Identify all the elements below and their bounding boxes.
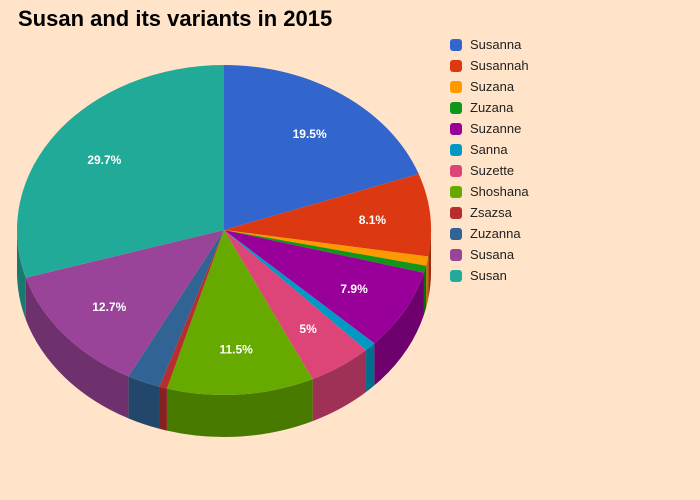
slice-label-suzanne: 7.9% bbox=[340, 282, 368, 296]
slice-label-susana: 12.7% bbox=[92, 300, 126, 314]
legend-item-susanna[interactable]: Susanna bbox=[450, 34, 529, 55]
legend-label: Sanna bbox=[470, 142, 508, 157]
legend-swatch bbox=[450, 143, 462, 156]
pie-slices bbox=[17, 65, 431, 395]
slice-susanna[interactable] bbox=[224, 65, 419, 230]
slice-label-susanna: 19.5% bbox=[293, 127, 327, 141]
legend-swatch bbox=[450, 101, 462, 114]
slice-suzanne[interactable] bbox=[224, 230, 424, 344]
slice-side-suzette bbox=[312, 350, 367, 422]
legend-swatch bbox=[450, 164, 462, 177]
legend-label: Susanna bbox=[470, 37, 522, 52]
legend-swatch bbox=[450, 248, 462, 261]
slice-side-zuzana bbox=[423, 265, 427, 315]
legend: Susanna Susannah Suzana Zuzana Suzanne Sanna S… bbox=[450, 34, 529, 286]
legend-label: Suzanne bbox=[470, 121, 522, 136]
slice-side-susannah bbox=[428, 230, 431, 299]
legend-label: Susannah bbox=[470, 58, 529, 73]
legend-item-susana[interactable]: Susana bbox=[450, 244, 529, 265]
slice-zuzanna[interactable] bbox=[128, 230, 224, 387]
slice-side-shoshana bbox=[166, 379, 313, 437]
chart-title: Susan and its variants in 2015 bbox=[18, 6, 333, 31]
slice-side-zuzanna bbox=[128, 376, 160, 429]
legend-swatch bbox=[450, 59, 462, 72]
slice-label-susan: 29.7% bbox=[87, 153, 121, 167]
slice-label-suzette: 5% bbox=[299, 322, 317, 336]
legend-swatch bbox=[450, 80, 462, 93]
legend-item-shoshana[interactable]: Shoshana bbox=[450, 181, 529, 202]
legend-item-suzette[interactable]: Suzette bbox=[450, 160, 529, 181]
slice-susana[interactable] bbox=[25, 230, 225, 377]
slice-label-susannah: 8.1% bbox=[359, 213, 387, 227]
slice-label-shoshana: 11.5% bbox=[219, 342, 253, 356]
slice-side-susana bbox=[25, 277, 129, 419]
slice-zuzana[interactable] bbox=[224, 230, 427, 273]
slice-zsazsa[interactable] bbox=[159, 230, 224, 389]
legend-item-zsazsa[interactable]: Zsazsa bbox=[450, 202, 529, 223]
legend-item-zuzanna[interactable]: Zuzanna bbox=[450, 223, 529, 244]
slice-susannah[interactable] bbox=[224, 173, 431, 257]
slice-sanna[interactable] bbox=[224, 230, 375, 351]
slice-side-suzanne bbox=[374, 272, 424, 386]
legend-item-suzana[interactable]: Suzana bbox=[450, 76, 529, 97]
legend-swatch bbox=[450, 185, 462, 198]
slice-side-susan bbox=[17, 230, 26, 320]
legend-swatch bbox=[450, 206, 462, 219]
legend-swatch bbox=[450, 38, 462, 51]
slice-side-zsazsa bbox=[159, 386, 167, 431]
slice-shoshana[interactable] bbox=[166, 230, 313, 395]
slice-susan[interactable] bbox=[17, 65, 224, 278]
legend-label: Zuzanna bbox=[470, 226, 521, 241]
legend-item-susannah[interactable]: Susannah bbox=[450, 55, 529, 76]
legend-item-suzanne[interactable]: Suzanne bbox=[450, 118, 529, 139]
pie-depth bbox=[17, 230, 431, 437]
legend-label: Susana bbox=[470, 247, 515, 262]
legend-swatch bbox=[450, 122, 462, 135]
legend-label: Shoshana bbox=[470, 184, 529, 199]
legend-item-zuzana[interactable]: Zuzana bbox=[450, 97, 529, 118]
slice-suzana[interactable] bbox=[224, 230, 429, 266]
legend-item-susan[interactable]: Susan bbox=[450, 265, 529, 286]
legend-item-sanna[interactable]: Sanna bbox=[450, 139, 529, 160]
slice-suzette[interactable] bbox=[224, 230, 367, 380]
legend-label: Suzana bbox=[470, 79, 515, 94]
slice-labels: 19.5% 8.1% 7.9% 5% 11.5% 12.7% 29.7% bbox=[87, 127, 386, 357]
legend-label: Zsazsa bbox=[470, 205, 512, 220]
legend-swatch bbox=[450, 269, 462, 282]
legend-label: Susan bbox=[470, 268, 507, 283]
legend-label: Zuzana bbox=[470, 100, 514, 115]
legend-swatch bbox=[450, 227, 462, 240]
legend-label: Suzette bbox=[470, 163, 515, 178]
slice-side-suzana bbox=[426, 256, 429, 308]
slice-side-sanna bbox=[366, 343, 375, 393]
